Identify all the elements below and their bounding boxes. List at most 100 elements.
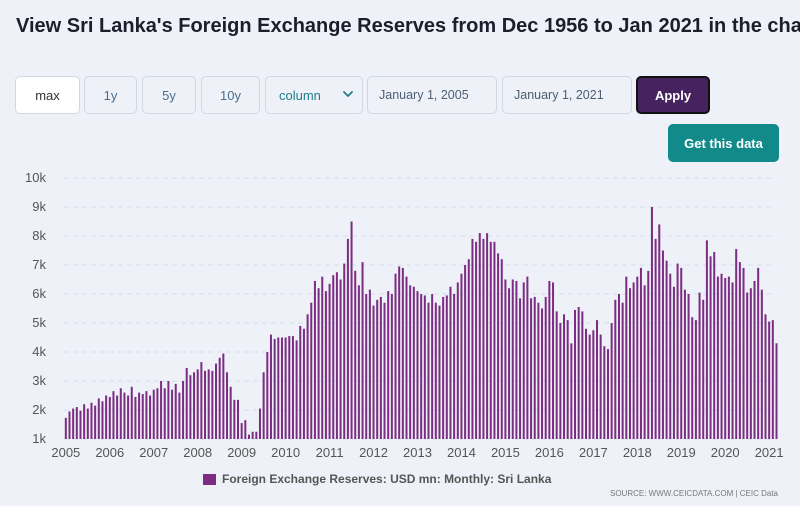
date-from-field[interactable]: January 1, 2005 — [367, 76, 497, 114]
date-to-field[interactable]: January 1, 2021 — [502, 76, 632, 114]
bar[interactable] — [570, 343, 573, 439]
bar[interactable] — [376, 299, 379, 439]
bar[interactable] — [647, 270, 650, 439]
get-data-button[interactable]: Get this data — [668, 124, 779, 162]
bar[interactable] — [541, 308, 544, 440]
bar[interactable] — [174, 383, 177, 439]
bar[interactable] — [244, 420, 247, 439]
bar[interactable] — [372, 305, 375, 439]
bar[interactable] — [603, 346, 606, 439]
bar[interactable] — [112, 391, 115, 439]
bar[interactable] — [328, 283, 331, 439]
bar[interactable] — [324, 291, 327, 439]
bar[interactable] — [566, 320, 569, 439]
bar[interactable] — [581, 311, 584, 439]
bar[interactable] — [438, 305, 441, 439]
bar[interactable] — [94, 405, 97, 439]
bar[interactable] — [240, 423, 243, 439]
bar[interactable] — [346, 238, 349, 439]
bar[interactable] — [683, 289, 686, 439]
bar[interactable] — [749, 288, 752, 439]
bar[interactable] — [394, 273, 397, 439]
bar[interactable] — [83, 404, 86, 439]
bar[interactable] — [310, 302, 313, 439]
bar[interactable] — [760, 289, 763, 439]
bar[interactable] — [291, 336, 294, 439]
bar[interactable] — [368, 289, 371, 439]
bar[interactable] — [200, 362, 203, 439]
bar[interactable] — [705, 240, 708, 439]
bar[interactable] — [716, 276, 719, 439]
bar[interactable] — [72, 408, 75, 439]
bar[interactable] — [306, 314, 309, 439]
range-max-button[interactable]: max — [15, 76, 80, 114]
bar[interactable] — [464, 265, 467, 439]
bar[interactable] — [632, 282, 635, 439]
bar[interactable] — [171, 389, 174, 439]
bar[interactable] — [676, 263, 679, 439]
bar[interactable] — [738, 262, 741, 439]
bar[interactable] — [533, 296, 536, 439]
bar[interactable] — [724, 278, 727, 439]
bar[interactable] — [482, 238, 485, 439]
bar[interactable] — [182, 381, 185, 439]
bar[interactable] — [365, 294, 368, 439]
range-10y-button[interactable]: 10y — [201, 76, 260, 114]
bar[interactable] — [75, 407, 78, 439]
bar[interactable] — [258, 408, 261, 439]
bar[interactable] — [145, 391, 148, 439]
bar[interactable] — [251, 431, 254, 439]
bar[interactable] — [350, 221, 353, 440]
bar[interactable] — [559, 323, 562, 439]
bar[interactable] — [313, 280, 316, 439]
bar[interactable] — [431, 294, 434, 439]
bar[interactable] — [116, 395, 119, 440]
bar[interactable] — [709, 256, 712, 439]
bar[interactable] — [105, 395, 108, 440]
bar[interactable] — [606, 349, 609, 439]
bar[interactable] — [614, 299, 617, 439]
bar[interactable] — [639, 267, 642, 439]
bar[interactable] — [185, 367, 188, 439]
bar[interactable] — [445, 295, 448, 439]
bar[interactable] — [343, 263, 346, 439]
bar[interactable] — [288, 336, 291, 439]
bar[interactable] — [119, 388, 122, 439]
bar[interactable] — [390, 294, 393, 439]
bar[interactable] — [130, 386, 133, 439]
bar[interactable] — [617, 294, 620, 439]
bar[interactable] — [269, 334, 272, 439]
bar[interactable] — [284, 337, 287, 440]
bar[interactable] — [387, 291, 390, 439]
bar[interactable] — [335, 272, 338, 439]
bar[interactable] — [746, 292, 749, 439]
bar[interactable] — [262, 372, 265, 439]
bar[interactable] — [405, 276, 408, 439]
bar[interactable] — [650, 207, 653, 439]
bar[interactable] — [361, 262, 364, 439]
bar[interactable] — [302, 328, 305, 439]
bar[interactable] — [522, 282, 525, 439]
bar[interactable] — [237, 399, 240, 439]
bar[interactable] — [713, 251, 716, 439]
bar[interactable] — [442, 296, 445, 439]
bar[interactable] — [317, 288, 320, 439]
bar[interactable] — [643, 285, 646, 439]
bar[interactable] — [658, 224, 661, 439]
bar[interactable] — [519, 298, 522, 439]
bar[interactable] — [332, 275, 335, 439]
bar[interactable] — [577, 307, 580, 439]
bar[interactable] — [493, 241, 496, 439]
bar[interactable] — [661, 250, 664, 440]
bar[interactable] — [628, 288, 631, 439]
bar[interactable] — [321, 276, 324, 439]
bar[interactable] — [420, 294, 423, 439]
bar[interactable] — [90, 402, 93, 439]
bar[interactable] — [255, 431, 258, 439]
bar[interactable] — [339, 279, 342, 440]
bar[interactable] — [757, 267, 760, 439]
bar[interactable] — [555, 311, 558, 439]
bar[interactable] — [563, 314, 566, 439]
bar[interactable] — [226, 372, 229, 439]
bar[interactable] — [585, 328, 588, 439]
